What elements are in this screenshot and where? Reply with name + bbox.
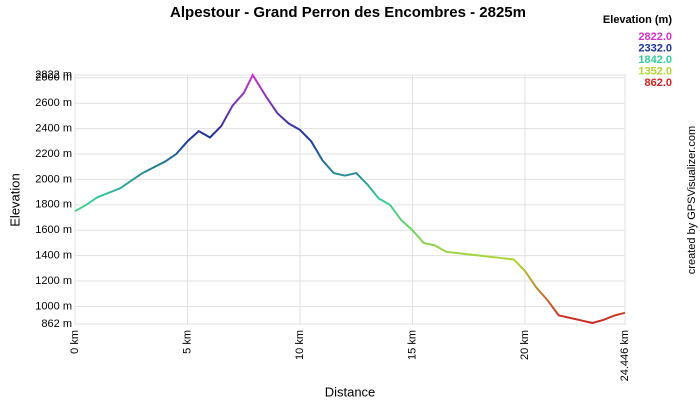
x-tick-label: 0 km xyxy=(69,330,81,354)
y-tick-label: 2600 m xyxy=(35,97,72,109)
y-tick-label: 1400 m xyxy=(35,250,72,262)
y-tick-label: 1600 m xyxy=(35,224,72,236)
legend-value: 1842.0 xyxy=(638,54,672,66)
legend-title: Elevation (m) xyxy=(603,14,672,26)
elevation-line xyxy=(74,72,626,325)
chart-title: Alpestour - Grand Perron des Encombres -… xyxy=(170,4,526,21)
legend-value: 862.0 xyxy=(644,77,672,89)
x-tick-label: 5 km xyxy=(181,330,193,354)
credit: created by GPSVisualizer.com xyxy=(686,126,698,274)
y-axis-label: Elevation xyxy=(7,173,22,226)
legend-value: 1352.0 xyxy=(638,65,672,77)
y-tick-label: 1200 m xyxy=(35,275,72,287)
y-tick-label: 2822 m xyxy=(35,69,72,81)
y-tick-label: 2000 m xyxy=(35,173,72,185)
y-tick-label: 2800 m xyxy=(35,72,72,84)
y-tick-label: 1800 m xyxy=(35,199,72,211)
legend-value: 2332.0 xyxy=(638,42,672,54)
y-tick-label: 862 m xyxy=(41,318,72,330)
legend-value: 2822.0 xyxy=(638,31,672,43)
plot-area xyxy=(74,74,626,325)
x-tick-label: 10 km xyxy=(294,330,306,360)
x-axis-label: Distance xyxy=(325,384,376,399)
y-tick-label: 2400 m xyxy=(35,123,72,135)
y-tick-label: 1000 m xyxy=(35,300,72,312)
y-tick-label: 2200 m xyxy=(35,148,72,160)
x-tick-label: 20 km xyxy=(519,330,531,360)
x-tick-label: 24.446 km xyxy=(619,330,631,381)
x-tick-label: 15 km xyxy=(406,330,418,360)
